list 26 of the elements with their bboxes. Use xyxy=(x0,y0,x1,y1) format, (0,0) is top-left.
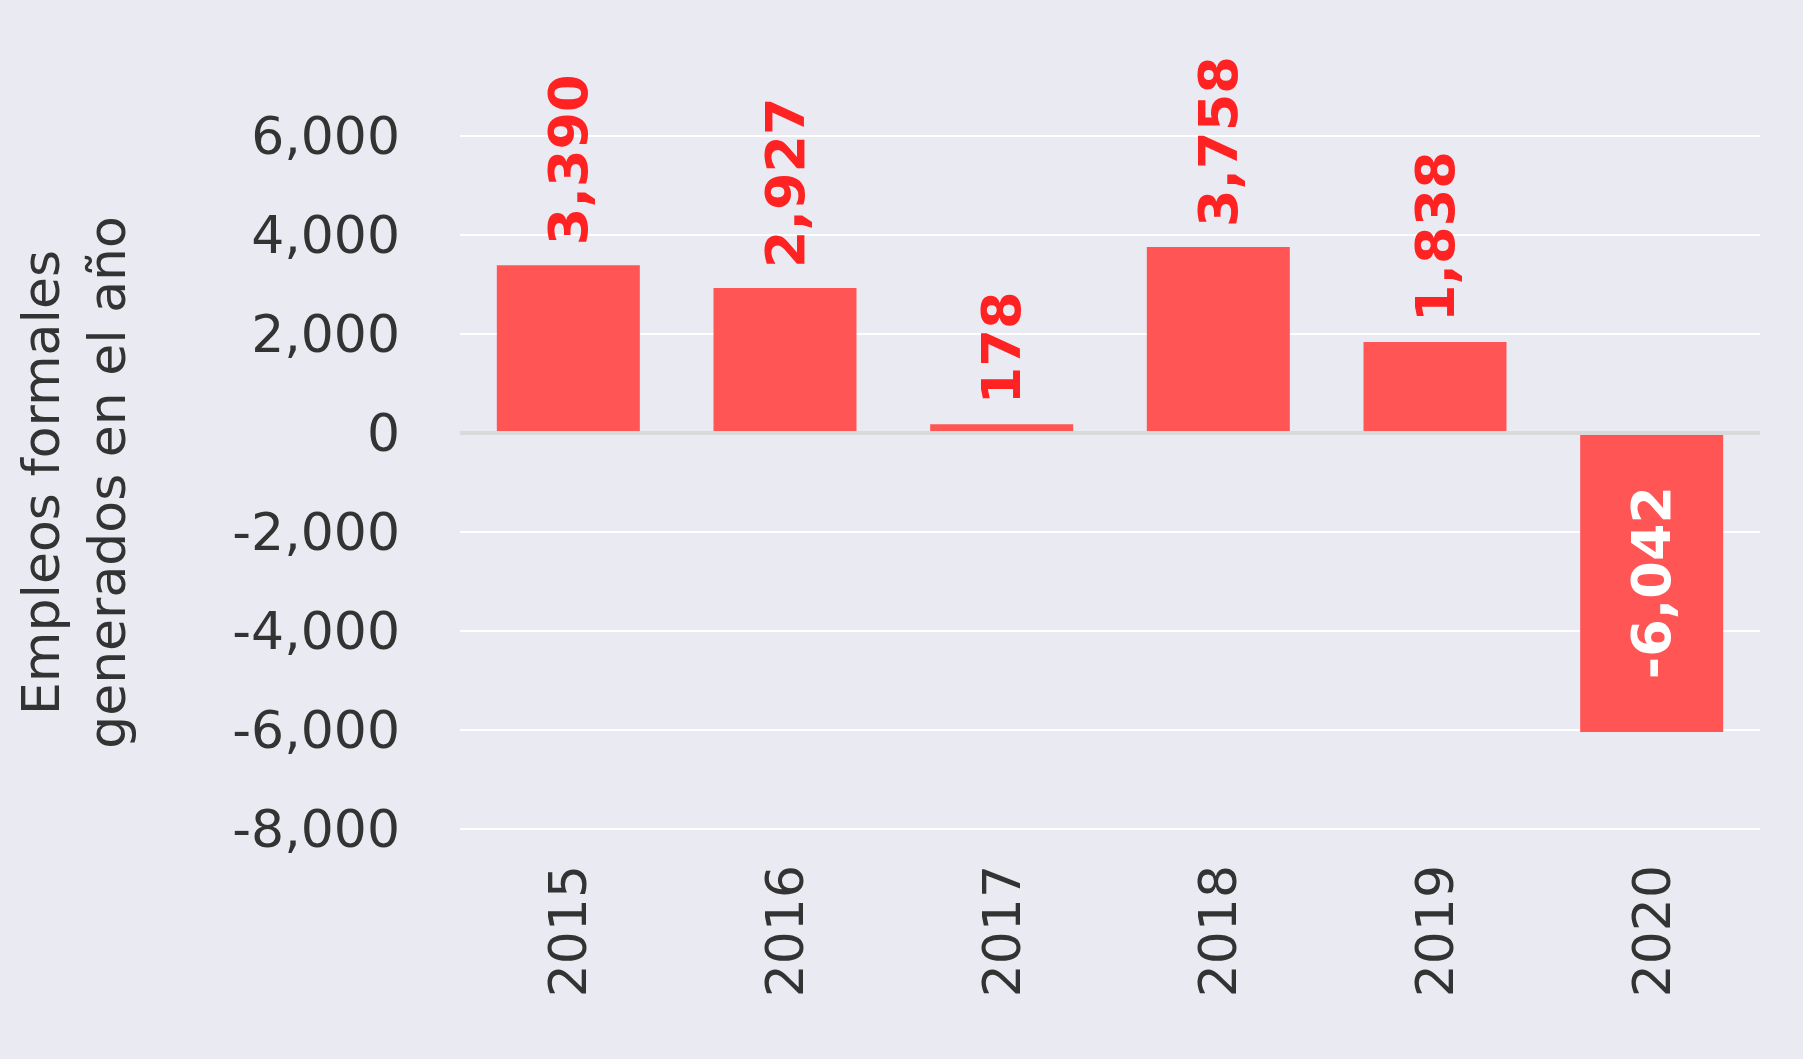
data-label: 3,390 xyxy=(536,74,600,246)
x-tick-label: 2017 xyxy=(971,865,1032,998)
x-tick-label: 2016 xyxy=(755,865,815,998)
bar xyxy=(1363,342,1507,433)
data-label: 3,758 xyxy=(1186,56,1250,227)
data-label: -6,042 xyxy=(1620,485,1684,680)
x-tick-label: 2019 xyxy=(1405,865,1465,998)
data-label: 1,838 xyxy=(1403,151,1467,323)
y-tick-label: 2,000 xyxy=(251,304,400,364)
bar xyxy=(496,265,640,433)
x-tick-label: 2020 xyxy=(1621,865,1682,998)
bar xyxy=(1146,246,1290,433)
y-tick-label: -8,000 xyxy=(232,799,400,859)
bar xyxy=(1580,433,1724,733)
y-tick-label: -6,000 xyxy=(232,700,400,760)
data-label: 178 xyxy=(970,291,1034,405)
x-tick-label: 2015 xyxy=(538,865,599,998)
data-label: 2,927 xyxy=(753,97,817,269)
bar xyxy=(713,288,857,433)
y-tick-label: 0 xyxy=(366,403,400,463)
y-tick-label: -2,000 xyxy=(232,502,400,562)
y-tick-label: 6,000 xyxy=(251,106,400,166)
y-tick-label: 4,000 xyxy=(251,205,400,265)
y-tick-label: -4,000 xyxy=(232,601,400,661)
x-tick-label: 2018 xyxy=(1188,865,1249,998)
y-axis-title: Empleos formales generados en el año xyxy=(11,216,137,749)
